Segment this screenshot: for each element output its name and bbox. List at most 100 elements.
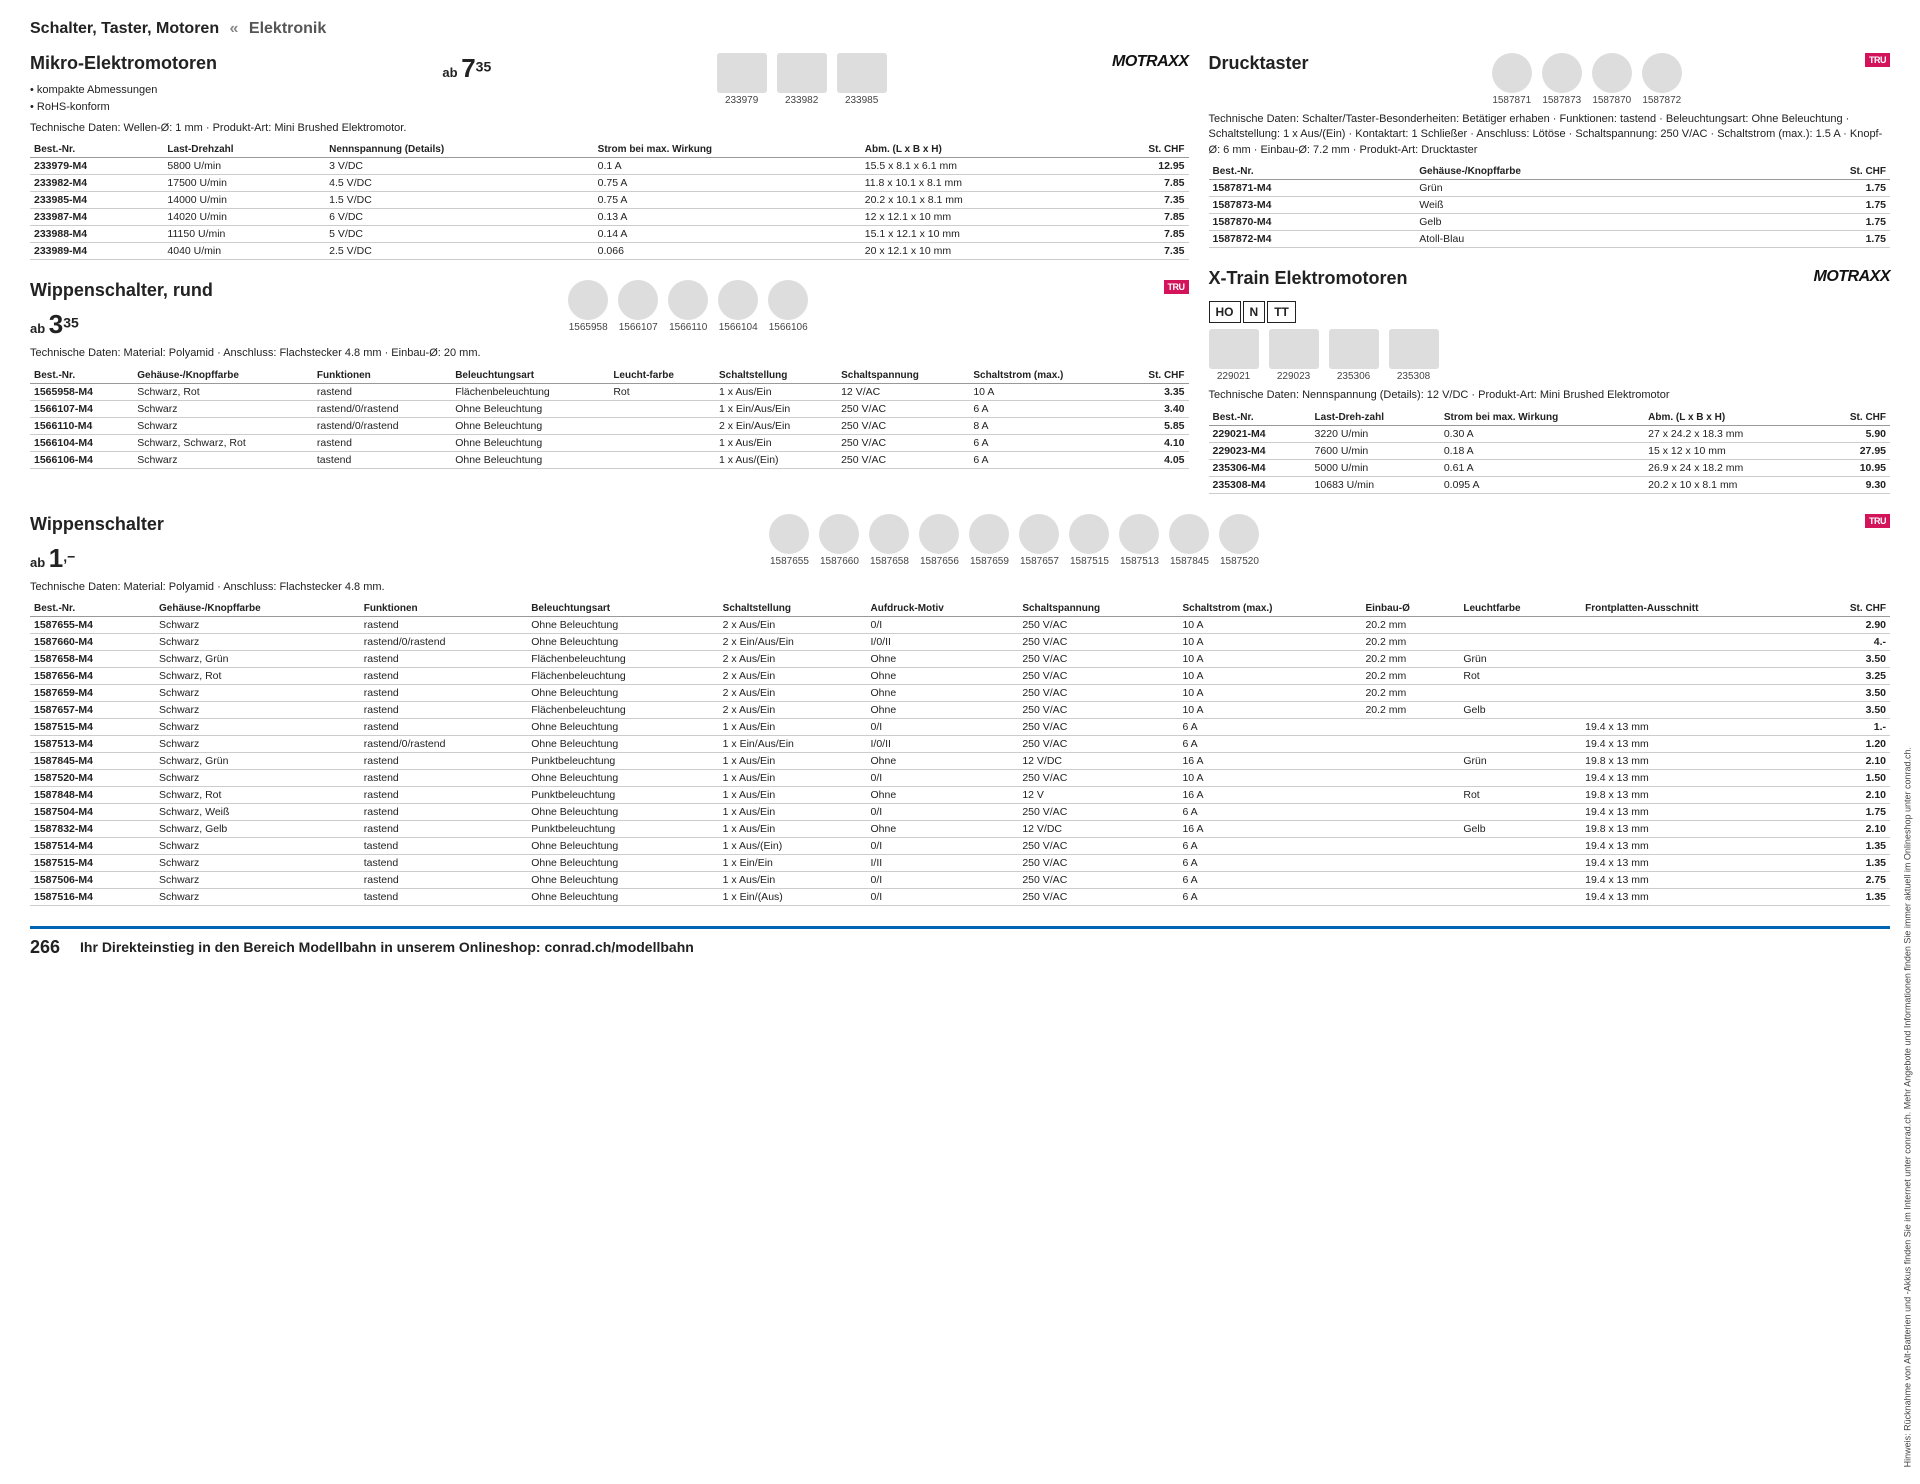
feature-item: RoHS-konform: [30, 99, 217, 116]
table-row: 1587873-M4Weiß1.75: [1209, 197, 1890, 214]
thumb-label: 1566106: [768, 322, 808, 333]
thumb-label: 1566104: [718, 322, 758, 333]
table-cell: 26.9 x 24 x 18.2 mm: [1644, 459, 1816, 476]
table-cell: 10683 U/min: [1311, 476, 1440, 493]
table-cell: 1 x Aus/Ein: [719, 769, 867, 786]
table-cell: Ohne Beleuchtung: [451, 400, 609, 417]
table-cell: 20.2 mm: [1361, 701, 1459, 718]
table-cell: 12 x 12.1 x 10 mm: [861, 209, 1092, 226]
table-row: 1587845-M4Schwarz, GrünrastendPunktbeleu…: [30, 752, 1890, 769]
table-cell: rastend: [360, 769, 527, 786]
table-cell: 17500 U/min: [163, 175, 325, 192]
table-cell: 27 x 24.2 x 18.3 mm: [1644, 425, 1816, 442]
table-cell: 19.4 x 13 mm: [1581, 871, 1807, 888]
table-cell: Schwarz: [155, 871, 360, 888]
thumb-label: 1587873: [1542, 95, 1582, 106]
table-cell: 7.85: [1092, 226, 1188, 243]
thumb-image: [919, 514, 959, 554]
table-cell: rastend: [360, 667, 527, 684]
table-header: Strom bei max. Wirkung: [594, 142, 861, 158]
table-cell: Ohne Beleuchtung: [527, 735, 718, 752]
brand-tru: TRU: [1164, 280, 1189, 294]
table-cell: 1.35: [1808, 888, 1890, 905]
table-cell: 1.35: [1808, 854, 1890, 871]
table-header: Aufdruck-Motiv: [867, 601, 1019, 617]
thumb-image: [1169, 514, 1209, 554]
table-header: Gehäuse-/Knopffarbe: [155, 601, 360, 617]
table-row: 1587655-M4SchwarzrastendOhne Beleuchtung…: [30, 616, 1890, 633]
xtrain-thumbs: 229021229023235306235308: [1209, 329, 1890, 382]
table-cell: Ohne Beleuchtung: [451, 434, 609, 451]
table-cell: 20.2 x 10.1 x 8.1 mm: [861, 192, 1092, 209]
table-row: 233989-M44040 U/min2.5 V/DC0.06620 x 12.…: [30, 243, 1189, 260]
table-row: 1566104-M4Schwarz, Schwarz, RotrastendOh…: [30, 434, 1189, 451]
table-cell: 1.5 V/DC: [325, 192, 593, 209]
thumb-image: [768, 280, 808, 320]
table-cell: Ohne Beleuchtung: [527, 684, 718, 701]
table-cell: 1587514-M4: [30, 837, 155, 854]
rocker-round-tech: Technische Daten: Material: Polyamid · A…: [30, 346, 1189, 361]
section-xtrain: X-Train Elektromotoren HONTT MOTRAXX 229…: [1209, 268, 1890, 493]
table-cell: 1587870-M4: [1209, 214, 1416, 231]
product-thumb: 229023: [1269, 329, 1319, 382]
table-cell: [1459, 633, 1581, 650]
table-cell: Grün: [1459, 650, 1581, 667]
table-header: Last-Drehzahl: [163, 142, 325, 158]
table-cell: 5000 U/min: [1311, 459, 1440, 476]
table-cell: 250 V/AC: [837, 400, 969, 417]
table-header: Schaltstrom (max.): [1178, 601, 1361, 617]
table-cell: 0.1 A: [594, 158, 861, 175]
breadcrumb-parent: Elektronik: [249, 20, 326, 37]
table-cell: 0/I: [867, 616, 1019, 633]
table-row: 1587515-M4SchwarzrastendOhne Beleuchtung…: [30, 718, 1890, 735]
table-cell: 1 x Aus/Ein: [719, 786, 867, 803]
table-cell: Schwarz, Schwarz, Rot: [133, 434, 313, 451]
table-cell: 1 x Ein/Ein: [719, 854, 867, 871]
product-thumb: 1587655: [769, 514, 809, 567]
table-cell: Flächenbeleuchtung: [527, 701, 718, 718]
table-cell: 15.5 x 8.1 x 6.1 mm: [861, 158, 1092, 175]
xtrain-scales: HONTT: [1209, 301, 1296, 323]
table-cell: 1 x Ein/(Aus): [719, 888, 867, 905]
table-cell: 3.35: [1120, 383, 1188, 400]
footer-text: Ihr Direkteinstieg in den Bereich Modell…: [80, 939, 694, 955]
table-cell: 2.10: [1808, 820, 1890, 837]
table-cell: 7.85: [1092, 175, 1188, 192]
table-cell: [1581, 650, 1807, 667]
table-cell: 0.30 A: [1440, 425, 1644, 442]
table-cell: 1587873-M4: [1209, 197, 1416, 214]
table-cell: 229023-M4: [1209, 442, 1311, 459]
table-cell: 250 V/AC: [1018, 837, 1178, 854]
table-row: 1587832-M4Schwarz, GelbrastendPunktbeleu…: [30, 820, 1890, 837]
table-cell: [609, 417, 715, 434]
table-cell: 19.4 x 13 mm: [1581, 888, 1807, 905]
table-cell: 250 V/AC: [1018, 633, 1178, 650]
table-row: 1587656-M4Schwarz, RotrastendFlächenbele…: [30, 667, 1890, 684]
table-cell: rastend: [360, 820, 527, 837]
table-cell: 1.75: [1754, 197, 1890, 214]
side-note: Hinweis: Rücknahme von Alt-Batterien und…: [1902, 747, 1912, 1467]
table-row: 1587871-M4Grün1.75: [1209, 180, 1890, 197]
rocker-tech: Technische Daten: Material: Polyamid · A…: [30, 580, 1890, 595]
table-cell: 19.8 x 13 mm: [1581, 752, 1807, 769]
table-cell: [1361, 803, 1459, 820]
table-row: 1587848-M4Schwarz, RotrastendPunktbeleuc…: [30, 786, 1890, 803]
table-header: Schaltstellung: [719, 601, 867, 617]
table-cell: Schwarz: [155, 684, 360, 701]
table-cell: 19.4 x 13 mm: [1581, 837, 1807, 854]
table-row: 1587657-M4SchwarzrastendFlächenbeleuchtu…: [30, 701, 1890, 718]
table-cell: 1587655-M4: [30, 616, 155, 633]
table-header: Best.-Nr.: [1209, 410, 1311, 426]
table-cell: 1.75: [1754, 180, 1890, 197]
table-cell: Punktbeleuchtung: [527, 786, 718, 803]
table-cell: 12 V/AC: [837, 383, 969, 400]
table-cell: Punktbeleuchtung: [527, 820, 718, 837]
table-cell: [609, 434, 715, 451]
brand-tru: TRU: [1865, 53, 1890, 67]
table-cell: 2.5 V/DC: [325, 243, 593, 260]
thumb-image: [819, 514, 859, 554]
table-cell: [1459, 854, 1581, 871]
table-cell: rastend: [313, 383, 451, 400]
table-cell: 1 x Aus/Ein: [719, 820, 867, 837]
brand-motraxx: MOTRAXX: [1112, 53, 1189, 71]
